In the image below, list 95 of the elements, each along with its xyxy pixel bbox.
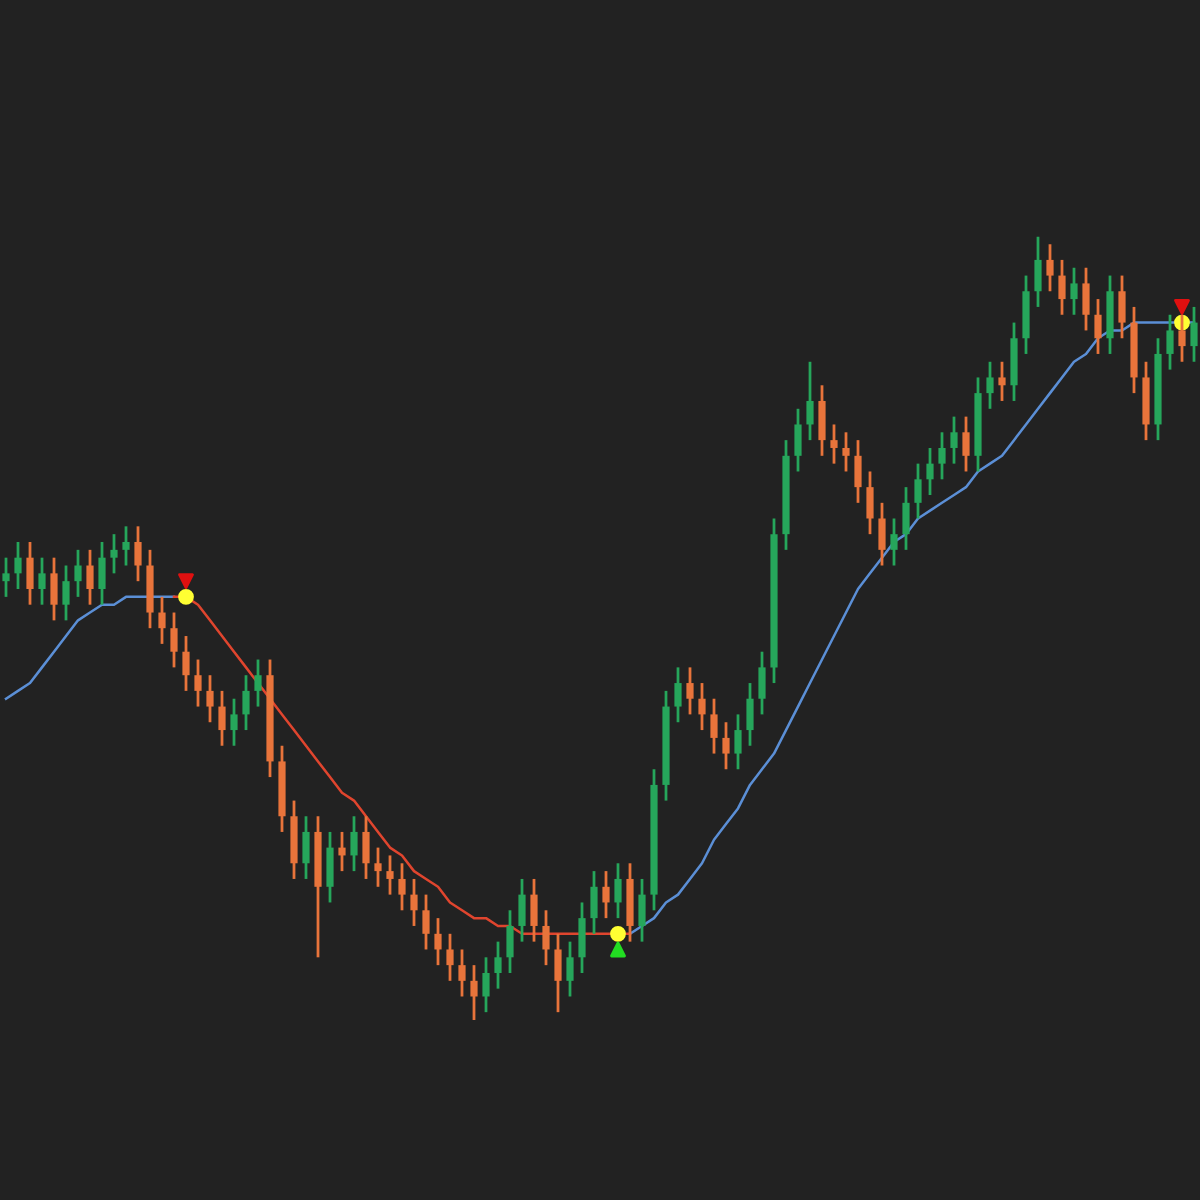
point <box>610 925 626 942</box>
candlestick <box>1106 274 1114 356</box>
candlestick <box>698 681 706 732</box>
candlestick <box>722 720 730 771</box>
candlestick <box>1058 258 1066 317</box>
candlestick <box>494 940 502 991</box>
candlestick <box>746 681 754 748</box>
candlestick <box>1082 266 1090 332</box>
candlestick <box>902 485 910 552</box>
point <box>610 941 626 958</box>
candlestick <box>158 595 166 646</box>
candlestick <box>458 948 466 998</box>
candlestick <box>602 869 610 920</box>
candlestick <box>1046 242 1054 293</box>
candlestick <box>1190 305 1198 364</box>
candlestick <box>1178 313 1186 364</box>
candlestick <box>554 932 562 1014</box>
candlestick <box>62 564 70 622</box>
candlestick <box>614 861 622 920</box>
candlestick <box>362 814 370 881</box>
candlestick <box>506 908 514 975</box>
candlestick <box>806 360 814 442</box>
candlestick <box>842 430 850 473</box>
candlestick <box>1094 297 1102 356</box>
candlestick <box>326 830 334 904</box>
candlestick <box>14 540 22 591</box>
candlestick <box>986 360 994 411</box>
candlestick <box>914 462 922 520</box>
candlestick <box>1070 266 1078 317</box>
candlestick <box>626 861 634 944</box>
candlestick <box>434 916 442 967</box>
candlestick <box>134 524 142 583</box>
candlestick <box>86 548 94 607</box>
candlestick <box>386 854 394 897</box>
candlestick <box>578 901 586 975</box>
candlestick <box>830 423 838 466</box>
candlestick <box>530 877 538 944</box>
candlestick <box>794 407 802 473</box>
candlestick <box>2 556 10 599</box>
candlestick <box>470 963 478 1020</box>
candlestick <box>50 556 58 622</box>
candlestick <box>374 846 382 889</box>
candlestick <box>218 689 226 748</box>
candlestick <box>338 830 346 873</box>
candlestick <box>1010 321 1018 403</box>
candlestick <box>110 532 118 575</box>
candlestick <box>290 799 298 881</box>
candlestick <box>422 893 430 951</box>
candlestick <box>482 955 490 1014</box>
candlestick <box>26 540 34 607</box>
candlestick <box>674 665 682 724</box>
candlestick <box>194 658 202 708</box>
point <box>178 588 194 605</box>
point <box>178 573 194 590</box>
candlestick <box>926 446 934 497</box>
candlestick <box>962 415 970 473</box>
candlestick <box>74 548 82 599</box>
candlestick <box>818 383 826 458</box>
candlestick <box>854 438 862 505</box>
candlestick <box>734 713 742 771</box>
candlestick <box>950 415 958 466</box>
candlestick <box>878 501 886 567</box>
candlestick <box>1166 313 1174 371</box>
candlestick <box>542 908 550 967</box>
candlestick <box>686 665 694 716</box>
candlestick <box>1022 274 1030 356</box>
candlestick <box>302 814 310 881</box>
candlestick <box>518 877 526 944</box>
candlestick <box>866 470 874 536</box>
candlestick <box>938 430 946 481</box>
candlestick <box>590 869 598 936</box>
candlestick <box>890 517 898 567</box>
candlestick <box>254 658 262 708</box>
candlestick <box>242 673 250 732</box>
candlestick <box>758 650 766 716</box>
candlestick <box>566 940 574 998</box>
candlestick <box>998 360 1006 403</box>
candlestick <box>182 634 190 693</box>
candlestick <box>230 697 238 748</box>
candlestick <box>38 556 46 607</box>
candlestick <box>146 548 154 630</box>
candlestick <box>1034 236 1042 309</box>
candlestick <box>638 877 646 944</box>
candlestick <box>398 861 406 912</box>
candlestick <box>98 540 106 607</box>
candlestick <box>446 932 454 983</box>
candlestick <box>170 611 178 669</box>
candlestick <box>350 814 358 873</box>
candlestick <box>122 524 130 567</box>
candlestick <box>410 877 418 928</box>
candlestick <box>206 673 214 724</box>
candlestick <box>1142 360 1150 442</box>
candlestick <box>710 697 718 755</box>
point <box>1174 299 1190 315</box>
candlestick <box>1118 274 1126 340</box>
